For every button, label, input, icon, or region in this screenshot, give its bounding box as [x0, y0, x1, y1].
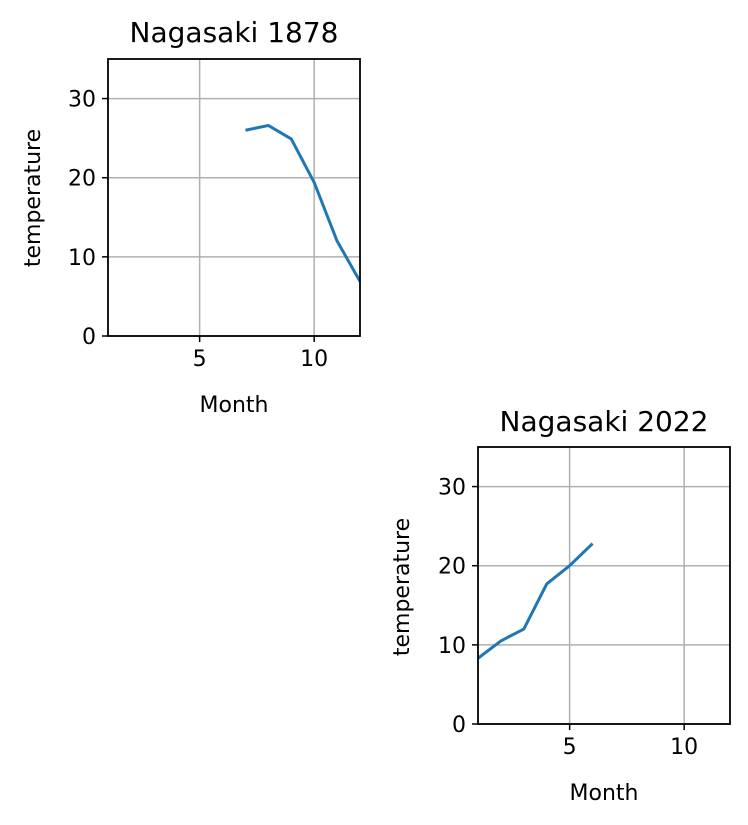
- x-tick-label: 5: [563, 735, 577, 760]
- y-tick-label: 10: [438, 634, 466, 659]
- x-tick-label: 10: [670, 735, 698, 760]
- y-axis-label: temperature: [390, 518, 415, 656]
- chart-title: Nagasaki 1878: [130, 16, 339, 49]
- chart-nagasaki-1878: Nagasaki 1878 Month temperature 5 10 0 10 20…: [21, 16, 361, 418]
- y-tick-label: 0: [82, 325, 96, 350]
- series-line: [245, 123, 360, 283]
- y-tick-label: 30: [438, 476, 466, 501]
- x-tick-label: 5: [193, 347, 207, 372]
- y-axis-label: temperature: [21, 129, 46, 267]
- series-line: [478, 542, 594, 660]
- x-tick-label: 10: [300, 347, 328, 372]
- chart-nagasaki-2022: Nagasaki 2022 Month temperature 5 10 0 10 20…: [390, 405, 731, 806]
- y-tick-label: 20: [438, 555, 466, 580]
- chart-title: Nagasaki 2022: [500, 405, 709, 438]
- y-tick-label: 20: [68, 167, 96, 192]
- axes-frame: [477, 446, 731, 725]
- y-tick-label: 10: [68, 246, 96, 271]
- y-tick-label: 30: [68, 88, 96, 113]
- x-axis-label: Month: [570, 781, 639, 806]
- axes-frame: [107, 58, 361, 337]
- x-axis-label: Month: [200, 393, 269, 418]
- y-tick-label: 0: [452, 713, 466, 738]
